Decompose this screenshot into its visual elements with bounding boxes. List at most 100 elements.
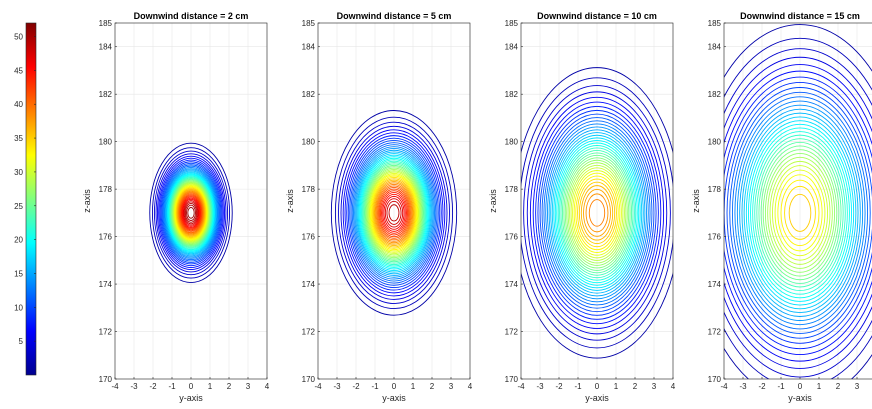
contour-line	[556, 142, 638, 284]
contour-panels: -4 -3 -2 -1 0 1 2 3 4 170 172 174 176 178 180 182 184 185…	[82, 11, 872, 403]
contour-line	[756, 138, 844, 288]
contour-line	[546, 126, 648, 300]
contour-line	[173, 182, 209, 243]
contour-line	[342, 129, 446, 297]
contour-line	[523, 85, 671, 341]
y-tick-label: 178	[302, 185, 316, 194]
contour-line	[362, 162, 426, 264]
colorbar-tick-label: 45	[14, 66, 23, 75]
x-axis-label: y-axis	[179, 393, 203, 403]
contour-line	[371, 176, 417, 249]
contour-line	[371, 175, 417, 251]
contour-line	[577, 178, 617, 248]
contour-line	[724, 56, 872, 369]
y-tick-label: 174	[99, 280, 113, 289]
contour-line	[180, 195, 202, 231]
contour-line	[169, 177, 213, 249]
contour-line	[731, 96, 869, 330]
x-tick-label: -3	[536, 382, 544, 391]
contour-line	[769, 160, 831, 265]
contour-line	[551, 134, 643, 291]
contour-line	[741, 112, 859, 314]
contour-line	[724, 24, 872, 379]
contour-line	[149, 142, 233, 283]
contour-panel: -4-3-2-101234170172174176178180182184185…	[691, 11, 872, 403]
contour-lines	[330, 110, 458, 316]
contour-line	[724, 70, 872, 356]
contour-line	[175, 187, 207, 239]
y-tick-label: 176	[99, 233, 113, 242]
contour-line	[177, 189, 205, 236]
contour-line	[181, 197, 201, 228]
colorbar-tick-label: 15	[14, 269, 23, 278]
contour-line	[585, 193, 609, 233]
panel-title: Downwind distance = 10 cm	[537, 11, 657, 21]
contour-line	[559, 147, 635, 279]
contour-line	[179, 194, 203, 232]
contour-line	[736, 104, 864, 321]
x-tick-label: -1	[574, 382, 582, 391]
contour-line	[178, 192, 204, 234]
contour-line	[388, 204, 400, 222]
contour-line	[361, 160, 427, 266]
contour-line	[567, 162, 627, 264]
contour-line	[158, 157, 224, 268]
contour-line	[788, 193, 812, 232]
y-tick-label: 180	[302, 138, 316, 147]
contour-line	[384, 198, 404, 228]
contour-line	[521, 67, 673, 359]
contour-line	[340, 125, 448, 300]
colorbar: 5 10 15 20 25 30 35 40 45 50	[14, 22, 37, 376]
contour-line	[172, 182, 210, 244]
contour-line	[572, 170, 622, 256]
contour-line	[550, 132, 644, 294]
contour-line	[347, 137, 441, 289]
contour-line	[179, 193, 203, 233]
contour-line	[754, 134, 846, 292]
y-tick-label: 174	[708, 280, 722, 289]
y-tick-label: 180	[708, 138, 722, 147]
y-tick-label: 180	[99, 138, 113, 147]
contour-line	[361, 159, 427, 267]
y-axis-label: z-axis	[691, 189, 701, 213]
contour-line	[521, 77, 673, 349]
contour-line	[377, 185, 411, 241]
x-tick-label: 1	[208, 382, 213, 391]
y-tick-label: 170	[302, 375, 316, 384]
x-axis-label: y-axis	[788, 393, 812, 403]
colorbar-tick-label: 30	[14, 168, 23, 177]
contour-line	[174, 184, 208, 242]
contour-line	[365, 166, 423, 260]
colorbar-gradient	[25, 22, 37, 376]
contour-line	[351, 144, 437, 282]
x-tick-label: -4	[720, 382, 728, 391]
contour-line	[726, 87, 872, 339]
contour-line	[554, 140, 640, 286]
contour-line	[377, 186, 411, 239]
y-axis-label: z-axis	[285, 189, 295, 213]
contour-line	[739, 108, 861, 317]
contour-line	[170, 179, 211, 247]
y-tick-label: 185	[708, 19, 722, 28]
y-tick-label: 172	[505, 328, 519, 337]
contour-line	[583, 188, 611, 237]
contour-line	[175, 186, 207, 240]
y-tick-label: 178	[505, 185, 519, 194]
contour-line	[182, 198, 200, 227]
y-tick-label: 184	[99, 43, 113, 52]
contour-line	[346, 135, 442, 291]
y-tick-label: 178	[708, 185, 722, 194]
x-tick-label: 2	[227, 382, 232, 391]
contour-line	[372, 178, 416, 248]
y-tick-label: 174	[505, 280, 519, 289]
x-tick-label: 4	[671, 382, 676, 391]
x-tick-label: 2	[836, 382, 841, 391]
colorbar-tick-label: 10	[14, 303, 23, 312]
contour-line	[537, 109, 657, 316]
x-tick-label: 1	[614, 382, 619, 391]
x-axis-label: y-axis	[382, 393, 406, 403]
contour-line	[563, 154, 631, 271]
x-tick-label: -4	[111, 382, 119, 391]
